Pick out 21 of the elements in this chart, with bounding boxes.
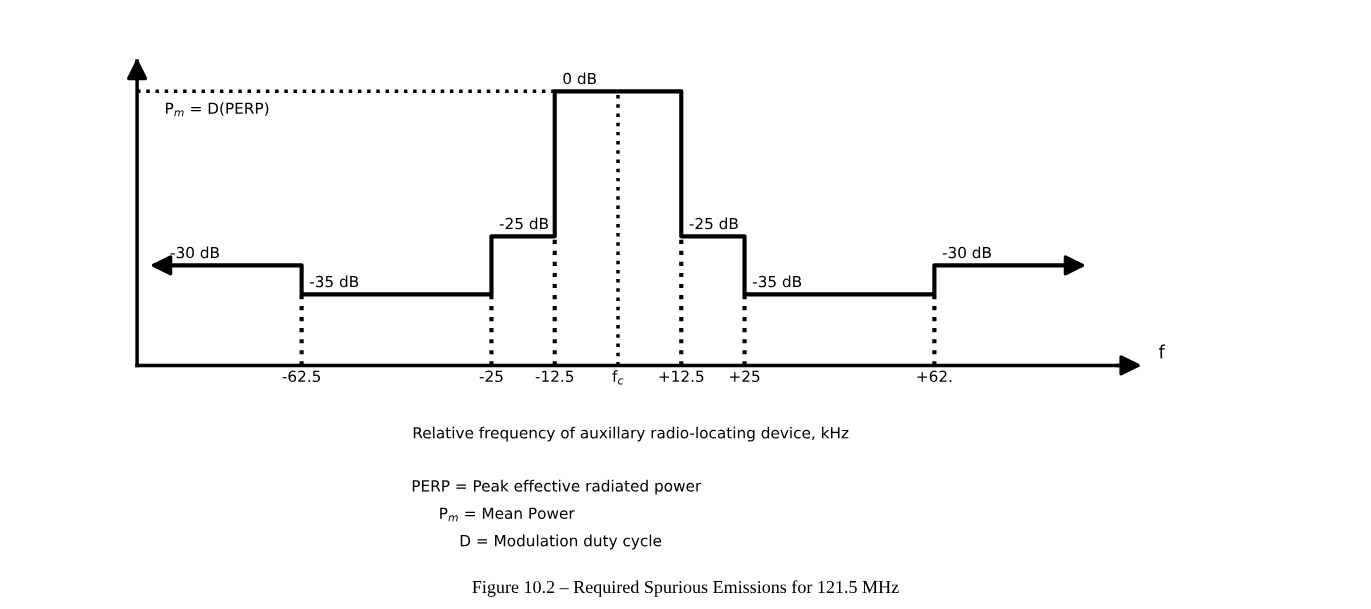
text: f <box>1158 344 1166 359</box>
x-tick-label: -12.5 <box>535 370 574 383</box>
x-axis-title: Relative frequency of auxillary radio-locating device, kHz <box>413 426 849 442</box>
data-label: -30 dB <box>942 246 991 259</box>
text: PERP = Peak effective radiated power <box>412 479 702 495</box>
text: D = Modulation duty cycle <box>460 534 662 550</box>
x-tick-label: -25 <box>479 370 503 383</box>
x-tick-label: -62.5 <box>282 370 321 383</box>
text: Figure 10.2 – Required Spurious Emissions for 121.5 MHz <box>472 580 899 597</box>
annotation: P$_{m}$ = D(PERP) <box>166 102 269 117</box>
data-label: 0 dB <box>563 72 596 85</box>
x-tick-label: +12.5 <box>659 370 704 383</box>
data-label: -25 dB <box>689 217 738 230</box>
data-label: -25 dB <box>499 217 548 230</box>
text: P$_{m}$ = Mean Power <box>440 507 575 522</box>
data-label: -30 dB <box>170 246 219 259</box>
x-tick-label: +62. <box>917 370 952 383</box>
data-label: -35 dB <box>309 275 359 288</box>
x-tick-label: f$_{c}$ <box>612 370 624 385</box>
data-label: -35 dB <box>752 275 802 288</box>
x-tick-label: +25 <box>730 370 760 383</box>
